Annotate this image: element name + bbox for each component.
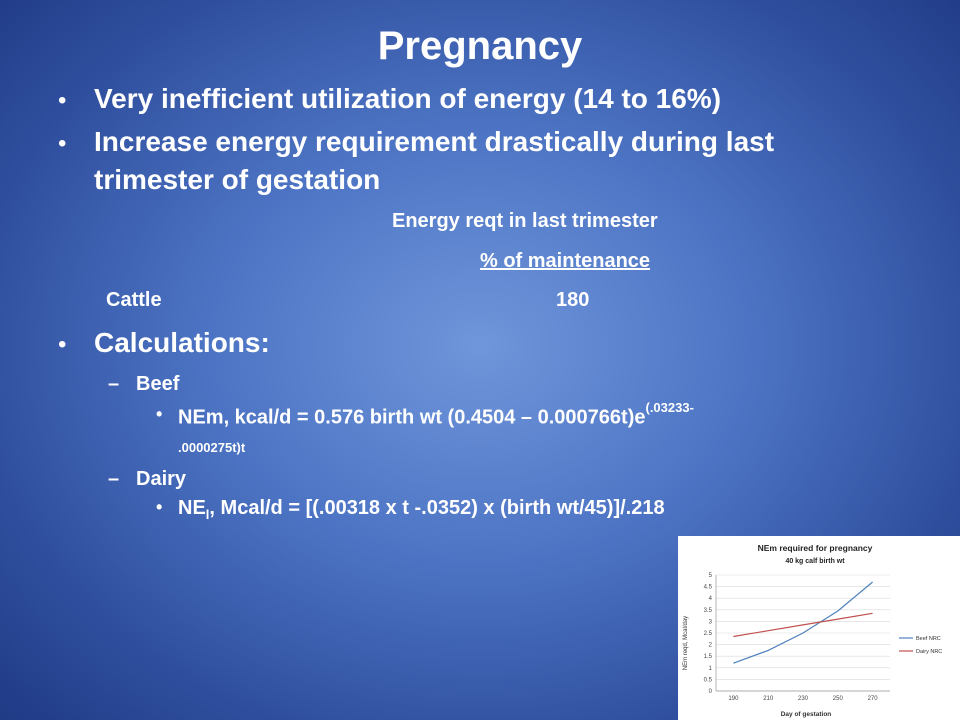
- chart-y-axis-label: NEm reqd, Mcal/day: [683, 616, 689, 670]
- calculations-heading: Calculations:: [94, 327, 270, 358]
- chart-subtitle: 40 kg calf birth wt: [785, 558, 845, 565]
- chart-y-tick-label: 3.5: [704, 608, 713, 614]
- beef-formula-exponent: (.03233-: [645, 400, 694, 415]
- chart-y-tick-label: 0.5: [704, 677, 713, 683]
- chart-y-tick-label: 0: [709, 689, 713, 695]
- chart-x-axis-label: Day of gestation: [781, 711, 832, 718]
- chart-y-tick-label: 1.5: [704, 654, 713, 660]
- chart-y-tick-label: 4: [709, 596, 713, 602]
- chart-legend-label: Dairy NRC: [916, 649, 942, 655]
- chart-title: NEm required for pregnancy: [758, 543, 873, 553]
- chart-x-tick-label: 210: [763, 696, 774, 702]
- energy-table-header: Energy reqt in last trimester: [392, 210, 658, 232]
- bullet-dot: •: [58, 331, 67, 358]
- bullet-dot: •: [58, 130, 67, 157]
- dairy-label: Dairy: [136, 468, 187, 490]
- dairy-formula-post: , Mcal/d = [(.00318 x t -.0352) x (birth…: [209, 497, 665, 519]
- energy-table-row-label: Cattle: [106, 289, 162, 311]
- beef-label: Beef: [136, 373, 180, 395]
- chart-series-line-dairy-nrc: [733, 612, 873, 638]
- chart-y-tick-label: 4.5: [704, 585, 713, 591]
- bullet-energy-line1: Increase energy requirement drastically …: [94, 126, 775, 157]
- bullet-energy-line2: trimester of gestation: [94, 164, 381, 195]
- dairy-formula: NEl, Mcal/d = [(.00318 x t -.0352) x (bi…: [178, 497, 665, 522]
- beef-formula-main: NEm, kcal/d = 0.576 birth wt (0.4504 – 0…: [178, 406, 646, 429]
- chart-legend-label: Beef NRC: [916, 636, 941, 642]
- chart-x-tick-label: 230: [798, 696, 809, 702]
- chart-y-tick-label: 2.5: [704, 631, 713, 637]
- chart-y-tick-label: 2: [709, 643, 713, 649]
- chart-y-tick-label: 3: [709, 619, 713, 625]
- chart-x-tick-label: 190: [728, 696, 739, 702]
- bullet-dot-small: •: [156, 404, 163, 424]
- dash-marker: –: [108, 373, 120, 395]
- chart-y-tick-label: 1: [709, 666, 713, 672]
- dairy-formula-pre: NE: [178, 497, 206, 519]
- dairy-formula-subscript: l: [205, 507, 210, 522]
- beef-formula: NEm, kcal/d = 0.576 birth wt (0.4504 – 0…: [178, 400, 694, 430]
- beef-formula-continued: .0000275t)t: [178, 440, 246, 455]
- slide-title: Pregnancy: [377, 24, 583, 68]
- bullet-efficiency: Very inefficient utilization of energy (…: [94, 83, 722, 114]
- energy-table-row-value: 180: [556, 289, 590, 311]
- dash-marker: –: [108, 468, 120, 490]
- energy-table-subheader: % of maintenance: [480, 250, 651, 272]
- chart-y-tick-label: 5: [709, 573, 713, 579]
- bullet-dot: •: [58, 87, 67, 114]
- bullet-dot-small: •: [156, 497, 163, 517]
- chart-series-line-beef-nrc: [733, 581, 873, 664]
- chart-x-tick-label: 250: [833, 696, 844, 702]
- nem-pregnancy-chart: NEm required for pregnancy 40 kg calf bi…: [678, 536, 960, 720]
- chart-x-tick-label: 270: [868, 696, 879, 702]
